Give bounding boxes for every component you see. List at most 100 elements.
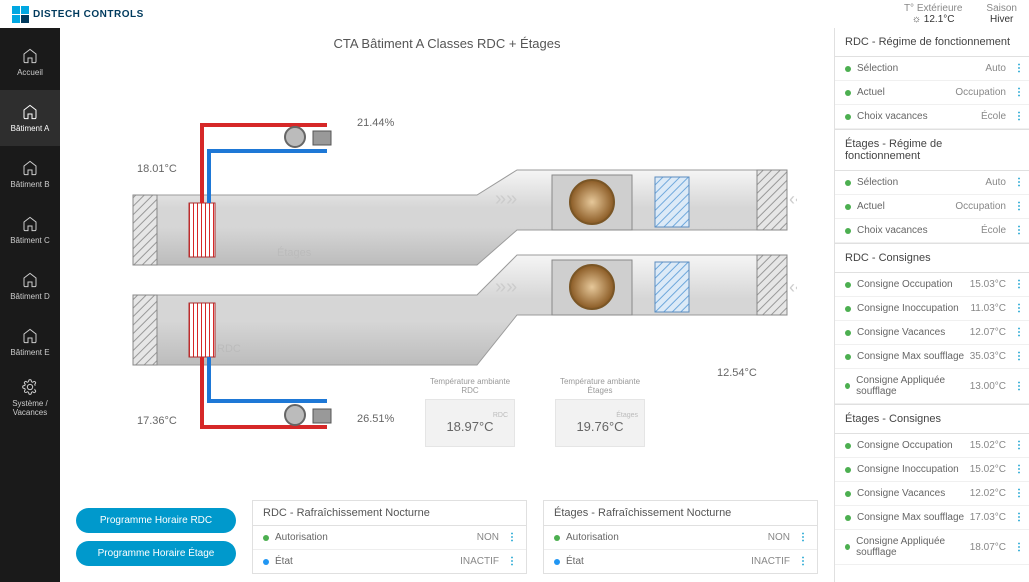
group-row: ActuelOccupation⋮: [835, 81, 1029, 105]
right-group-2: RDC - ConsignesConsigne Occupation15.03°…: [835, 243, 1029, 404]
row-menu-icon[interactable]: ⋮: [790, 556, 807, 567]
group-row: SélectionAuto⋮: [835, 171, 1029, 195]
row-label: Sélection: [857, 63, 898, 74]
program-etage-button[interactable]: Programme Horaire Étage: [76, 541, 236, 566]
label-pct-bottom: 26.51%: [357, 413, 394, 425]
row-menu-icon[interactable]: ⋮: [1006, 542, 1023, 553]
row-menu-icon[interactable]: ⋮: [1006, 177, 1023, 188]
row-value: 11.03°C: [970, 303, 1006, 314]
season-label: Saison: [986, 3, 1017, 14]
svg-text:‹‹‹: ‹‹‹: [789, 189, 797, 209]
row-value: NON: [768, 532, 790, 543]
row-menu-icon[interactable]: ⋮: [1006, 111, 1023, 122]
header-status: T° Extérieure ☼ 12.1°C Saison Hiver: [904, 3, 1017, 25]
temp-card-etages: Température ambiante Étages Étages 19.76…: [555, 377, 645, 447]
status-dot: [554, 535, 560, 541]
logo-icon: [12, 6, 29, 23]
temp-card-rdc: Température ambiante RDC RDC 18.97°C: [425, 377, 515, 447]
row-menu-icon[interactable]: ⋮: [1006, 512, 1023, 523]
sidebar-item-6[interactable]: Système / Vacances: [0, 370, 60, 426]
row-value: INACTIF: [460, 556, 499, 567]
group-row: Consigne Vacances 12.07°C⋮: [835, 321, 1029, 345]
row-value: 12.02°C: [970, 488, 1006, 499]
home-icon: [21, 159, 39, 177]
sidebar-item-2[interactable]: Bâtiment B: [0, 146, 60, 202]
season-block: Saison Hiver: [986, 3, 1017, 25]
group-row: ActuelOccupation⋮: [835, 195, 1029, 219]
row-value: 18.07°C: [970, 542, 1006, 553]
status-dot: [845, 114, 851, 120]
row-value: 12.07°C: [970, 327, 1006, 338]
sidebar-item-label: Bâtiment B: [10, 181, 49, 190]
sidebar-item-1[interactable]: Bâtiment A: [0, 90, 60, 146]
panel-rdc-nightcool: RDC - Rafraîchissement NocturneAutorisat…: [252, 500, 527, 574]
logo: DISTECH CONTROLS: [12, 6, 144, 23]
sidebar-item-3[interactable]: Bâtiment C: [0, 202, 60, 258]
row-value: 13.00°C: [970, 381, 1006, 392]
ahu-diagram: »» »» ‹‹‹ ‹‹‹: [97, 55, 797, 455]
group-row: Consigne Appliquée soufflage13.00°C⋮: [835, 369, 1029, 404]
row-label: Consigne Max soufflage: [857, 351, 964, 362]
sidebar-item-5[interactable]: Bâtiment E: [0, 314, 60, 370]
row-menu-icon[interactable]: ⋮: [1006, 279, 1023, 290]
row-menu-icon[interactable]: ⋮: [499, 556, 516, 567]
main: AccueilBâtiment ABâtiment BBâtiment CBât…: [0, 28, 1029, 582]
row-menu-icon[interactable]: ⋮: [1006, 201, 1023, 212]
label-rdc: RDC: [217, 343, 241, 355]
status-dot: [554, 559, 560, 565]
group-row: SélectionAuto⋮: [835, 57, 1029, 81]
row-label: État: [566, 556, 584, 567]
row-menu-icon[interactable]: ⋮: [1006, 464, 1023, 475]
panel-title: RDC - Rafraîchissement Nocturne: [253, 501, 526, 526]
program-rdc-button[interactable]: Programme Horaire RDC: [76, 508, 236, 533]
row-value: 15.02°C: [970, 440, 1006, 451]
row-menu-icon[interactable]: ⋮: [1006, 351, 1023, 362]
row-label: Actuel: [857, 87, 885, 98]
season-value: Hiver: [986, 14, 1017, 25]
status-dot: [263, 535, 269, 541]
home-icon: [21, 271, 39, 289]
group-row: Consigne Vacances12.02°C⋮: [835, 482, 1029, 506]
row-menu-icon[interactable]: ⋮: [1006, 87, 1023, 98]
sidebar-item-4[interactable]: Bâtiment D: [0, 258, 60, 314]
page-title: CTA Bâtiment A Classes RDC + Étages: [68, 36, 826, 51]
row-menu-icon[interactable]: ⋮: [1006, 381, 1023, 392]
row-menu-icon[interactable]: ⋮: [1006, 63, 1023, 74]
row-menu-icon[interactable]: ⋮: [499, 532, 516, 543]
home-icon: [21, 47, 39, 65]
group-row: Choix vacancesÉcole⋮: [835, 105, 1029, 129]
right-group-0: RDC - Régime de fonctionnementSélectionA…: [835, 28, 1029, 129]
top-bar: DISTECH CONTROLS T° Extérieure ☼ 12.1°C …: [0, 0, 1029, 28]
row-label: Consigne Vacances: [857, 327, 945, 338]
ext-temp-block: T° Extérieure ☼ 12.1°C: [904, 3, 962, 25]
sidebar-item-label: Bâtiment E: [10, 349, 49, 358]
row-menu-icon[interactable]: ⋮: [790, 532, 807, 543]
panel-row: AutorisationNON⋮: [544, 526, 817, 550]
row-menu-icon[interactable]: ⋮: [1006, 440, 1023, 451]
row-menu-icon[interactable]: ⋮: [1006, 488, 1023, 499]
temp-card-rdc-header: Température ambiante RDC: [425, 377, 515, 395]
sidebar: AccueilBâtiment ABâtiment BBâtiment CBât…: [0, 28, 60, 582]
panel-row: ÉtatINACTIF⋮: [253, 550, 526, 573]
row-menu-icon[interactable]: ⋮: [1006, 225, 1023, 236]
row-label: Actuel: [857, 201, 885, 212]
status-dot: [845, 467, 851, 473]
temperature-cards: Température ambiante RDC RDC 18.97°C Tem…: [425, 377, 645, 447]
panel-title: Étages - Rafraîchissement Nocturne: [544, 501, 817, 526]
row-menu-icon[interactable]: ⋮: [1006, 327, 1023, 338]
row-label: Consigne Appliquée soufflage: [856, 536, 970, 558]
row-label: Consigne Occupation: [857, 440, 953, 451]
status-dot: [845, 228, 851, 234]
row-label: Choix vacances: [857, 111, 928, 122]
group-title: RDC - Consignes: [835, 243, 1029, 273]
sidebar-item-0[interactable]: Accueil: [0, 34, 60, 90]
status-dot: [845, 90, 851, 96]
status-dot: [845, 204, 851, 210]
right-sidebar[interactable]: RDC - Régime de fonctionnementSélectionA…: [834, 28, 1029, 582]
group-title: Étages - Consignes: [835, 404, 1029, 434]
row-menu-icon[interactable]: ⋮: [1006, 303, 1023, 314]
status-dot: [845, 544, 850, 550]
row-label: Sélection: [857, 177, 898, 188]
row-value: École: [981, 225, 1006, 236]
row-label: Consigne Appliquée soufflage: [856, 375, 970, 397]
